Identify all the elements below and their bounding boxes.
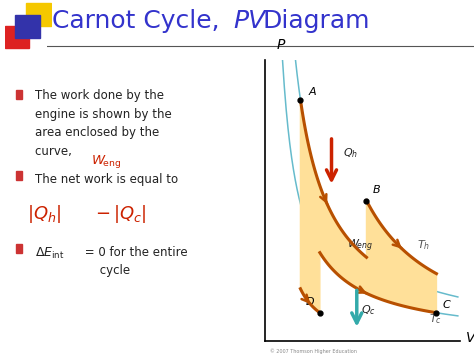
Bar: [26, 3, 51, 26]
Text: $T_h$: $T_h$: [417, 238, 430, 252]
Text: V: V: [465, 331, 474, 345]
Text: $\Delta E_{\mathrm{int}}$: $\Delta E_{\mathrm{int}}$: [35, 246, 65, 261]
Polygon shape: [301, 100, 437, 313]
Text: C: C: [442, 300, 450, 310]
Text: D: D: [305, 297, 314, 307]
Text: $Q_c$: $Q_c$: [361, 303, 375, 317]
Text: Diagram: Diagram: [263, 9, 370, 33]
Bar: [16, 89, 22, 99]
Text: $T_c$: $T_c$: [428, 312, 442, 326]
Text: A: A: [308, 87, 316, 97]
Text: Carnot Cycle,: Carnot Cycle,: [52, 9, 235, 33]
Text: $-\,|Q_c|$: $-\,|Q_c|$: [94, 203, 146, 225]
Text: The net work is equal to: The net work is equal to: [35, 173, 178, 186]
Bar: [5, 26, 29, 49]
Text: $Q_h$: $Q_h$: [343, 146, 358, 159]
Bar: [15, 15, 40, 38]
Text: The work done by the
engine is shown by the
area enclosed by the
curve,: The work done by the engine is shown by …: [35, 89, 172, 158]
Text: = 0 for the entire
     cycle: = 0 for the entire cycle: [81, 246, 188, 277]
Bar: [16, 171, 22, 180]
Text: $W_{\!eng}$: $W_{\!eng}$: [347, 237, 373, 254]
Text: © 2007 Thomson Higher Education: © 2007 Thomson Higher Education: [270, 349, 357, 354]
Text: B: B: [373, 185, 380, 195]
Text: $|Q_h|$: $|Q_h|$: [27, 203, 62, 225]
Text: P: P: [277, 38, 285, 52]
Text: $\mathit{W}_{\!\mathrm{eng}}$: $\mathit{W}_{\!\mathrm{eng}}$: [91, 153, 121, 170]
Bar: [16, 244, 22, 253]
Text: PV: PV: [233, 9, 265, 33]
